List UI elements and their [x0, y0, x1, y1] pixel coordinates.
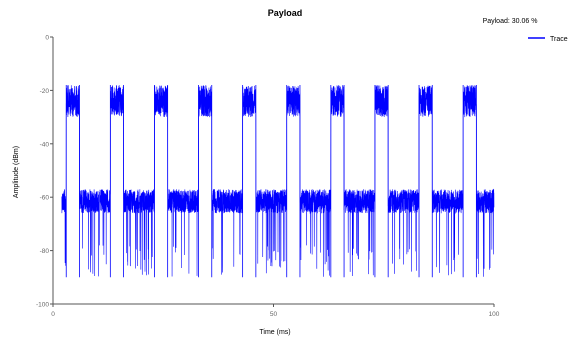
legend-trace-label: Trace — [550, 36, 568, 43]
trace-series-line — [61, 85, 495, 277]
x-tick-label: 100 — [489, 311, 500, 318]
x-tick-label: 0 — [51, 311, 55, 318]
x-tick-label: 50 — [270, 311, 278, 318]
y-tick-label: 0 — [45, 35, 49, 42]
y-axis-title: Amplitude (dBm) — [13, 146, 20, 198]
payload-annotation: Payload: 30.06 % — [483, 18, 538, 25]
trace-line-layer — [61, 85, 495, 278]
y-tick-label: -20 — [40, 88, 50, 95]
y-tick-label: -80 — [40, 248, 50, 255]
x-axis-title: Time (ms) — [259, 329, 290, 336]
legend: Trace — [528, 36, 568, 43]
y-tick-label: -60 — [40, 195, 50, 202]
chart-title: Payload — [268, 8, 303, 18]
y-tick-label: -100 — [36, 302, 49, 309]
y-tick-label: -40 — [40, 141, 50, 148]
